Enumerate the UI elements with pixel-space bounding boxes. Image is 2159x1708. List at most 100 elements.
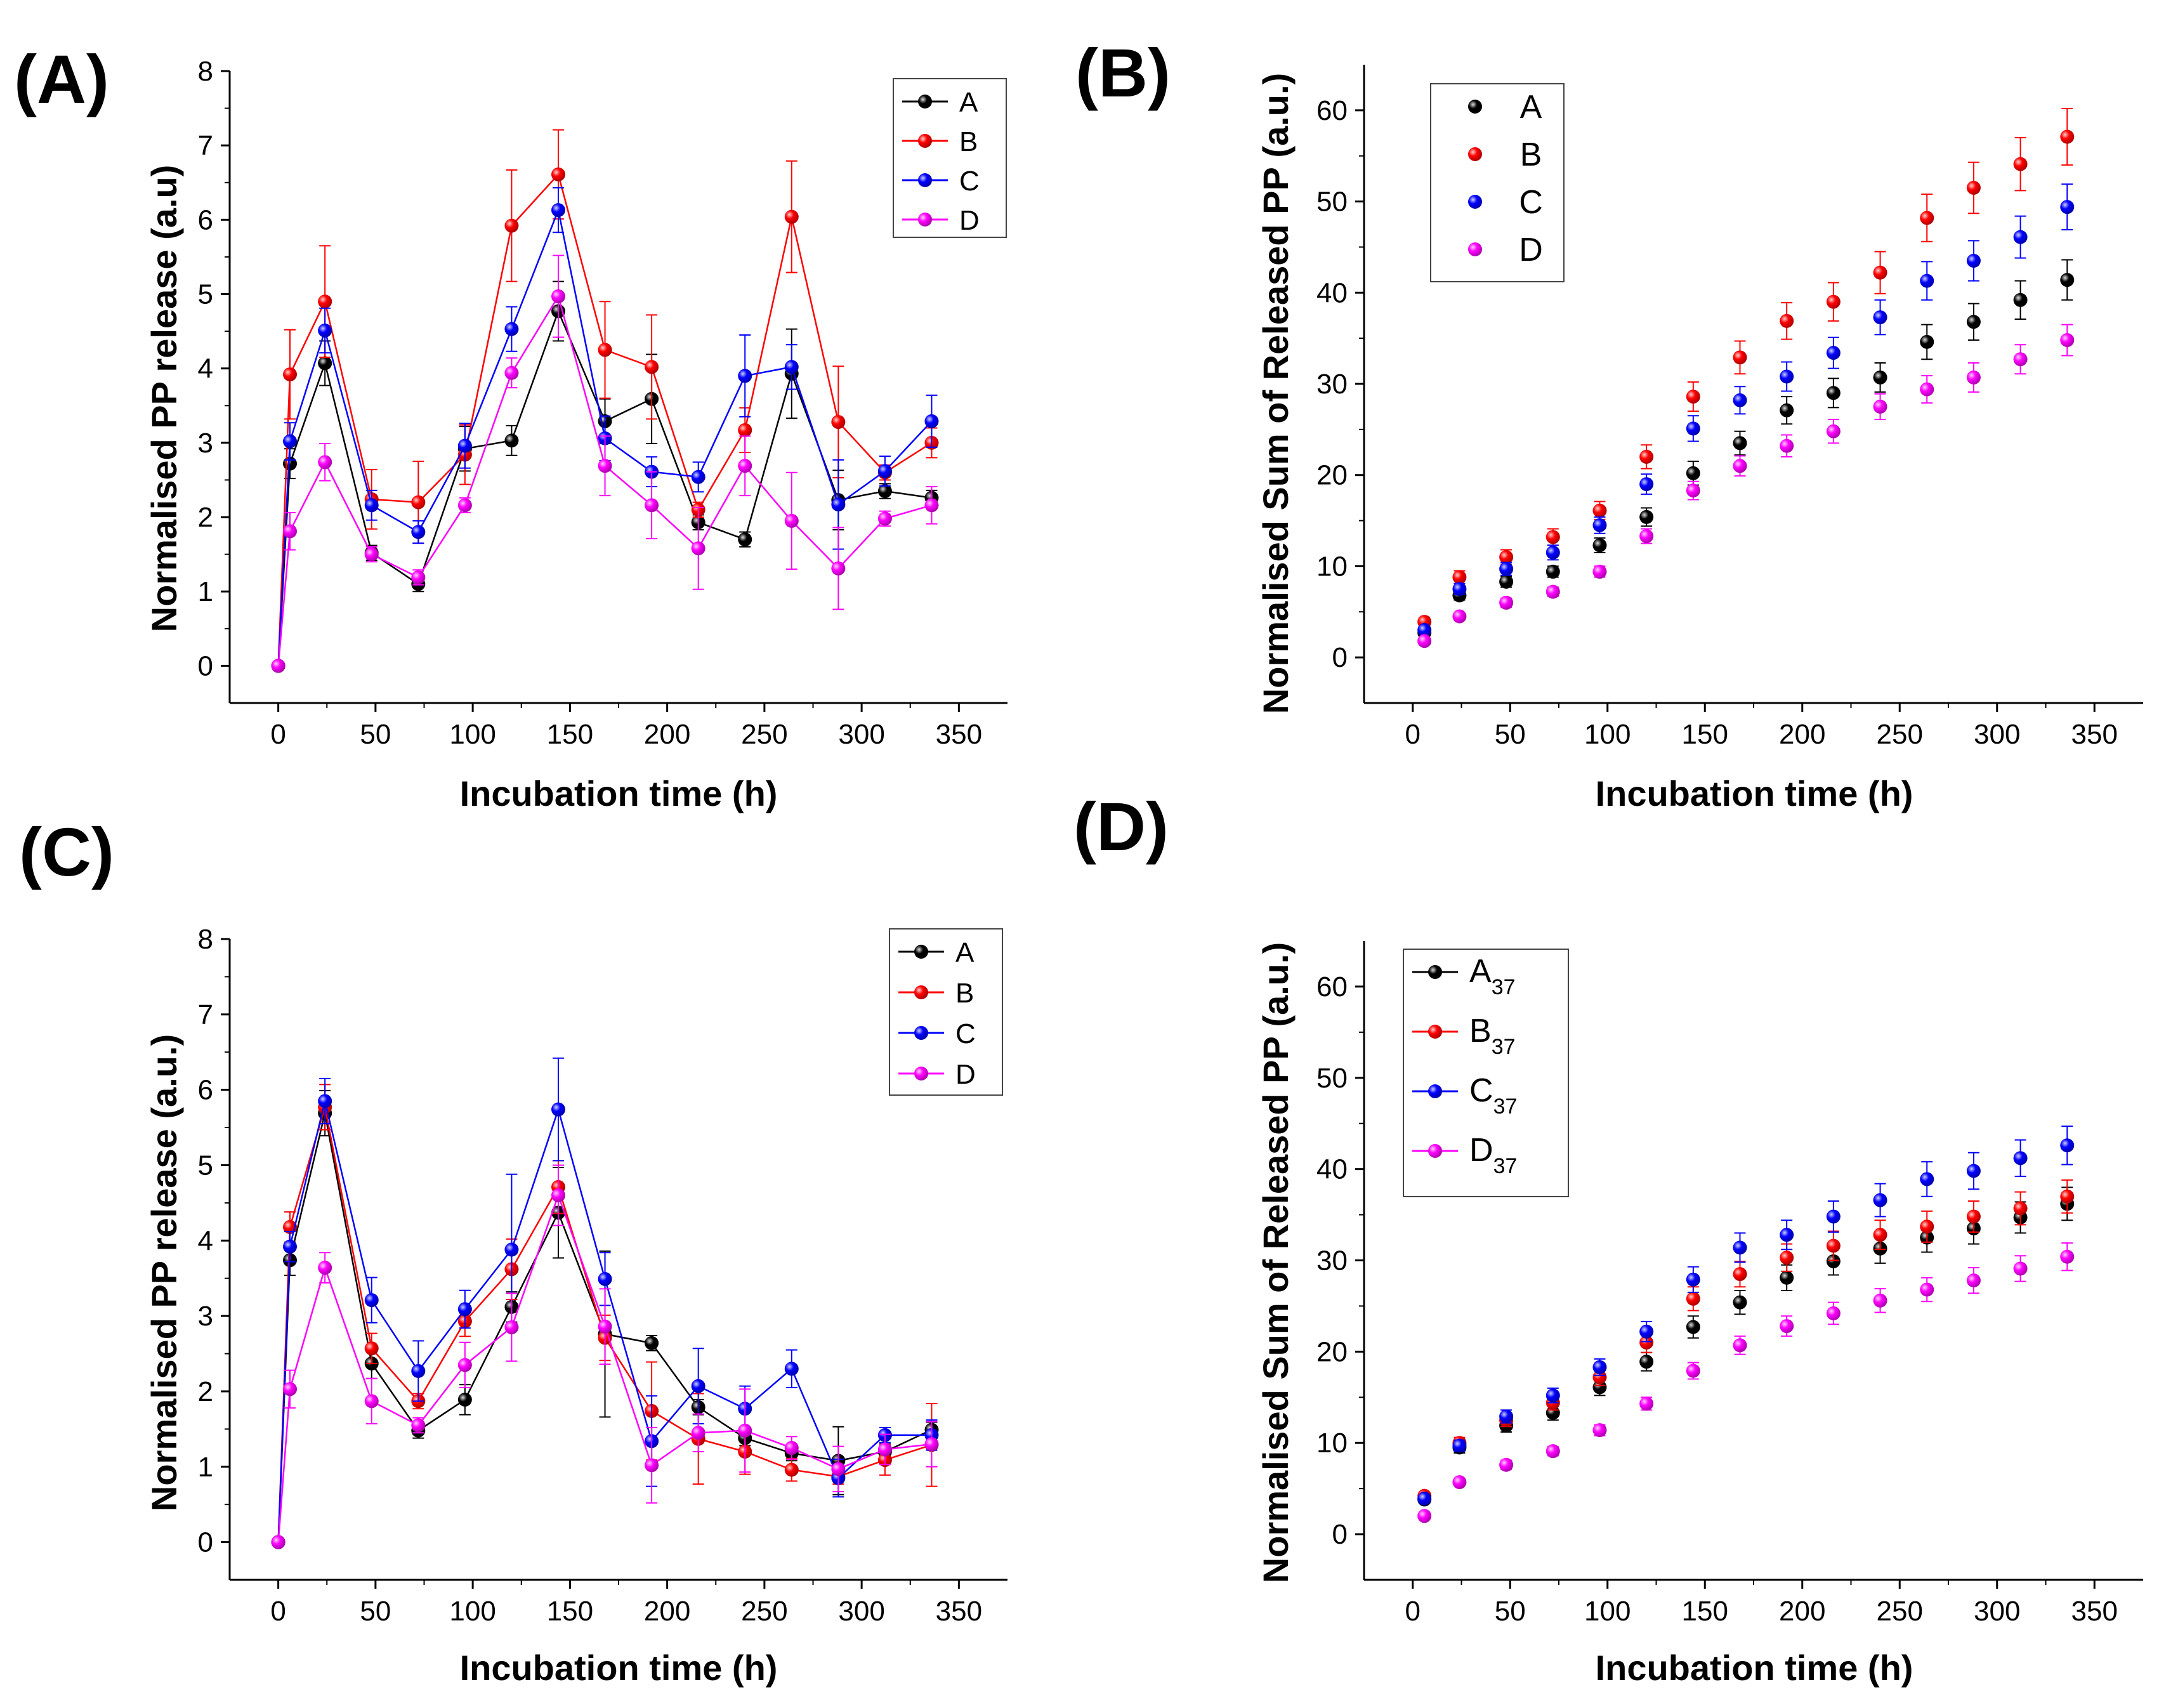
data-point: [1499, 550, 1514, 565]
data-point: [2013, 230, 2028, 244]
legend-item-a: A: [1468, 89, 1542, 126]
data-point: [1733, 1338, 1747, 1353]
data-point: [1966, 181, 1981, 195]
data-point: [645, 498, 659, 513]
data-point: [1826, 1238, 1841, 1253]
data-point: [784, 513, 799, 528]
data-point: [1639, 1335, 1654, 1350]
data-point: [283, 1382, 298, 1396]
data-point: [2013, 1201, 2028, 1216]
data-point: [1826, 424, 1841, 438]
x-tick-label: 100: [1584, 1596, 1631, 1627]
legend-marker: [918, 134, 932, 148]
data-point: [504, 218, 519, 233]
data-point: [1780, 1270, 1794, 1285]
x-axis-title-b: Incubation time (h): [1596, 773, 1913, 813]
x-tick-label: 300: [838, 1596, 884, 1627]
data-point: [1826, 1254, 1841, 1268]
data-point: [1780, 369, 1794, 384]
data-point: [1733, 1295, 1747, 1310]
data-point: [2060, 1189, 2075, 1204]
data-point: [877, 484, 892, 499]
data-point: [1639, 1396, 1654, 1411]
plot-area-a: 0 50 100 150 200 250 300 350 0 1 2 3 4 5 6 7 8: [198, 56, 1007, 750]
data-point: [1592, 1370, 1607, 1384]
data-point: [1499, 562, 1514, 576]
x-tick-label: 0: [1405, 719, 1421, 750]
data-point: [1873, 1228, 1887, 1242]
data-point: [411, 525, 426, 539]
y-tick-label: 4: [198, 353, 213, 384]
series-d: [1417, 324, 2075, 648]
data-point: [551, 289, 565, 304]
y-tick-label: 60: [1316, 971, 1348, 1002]
data-point: [1873, 1193, 1887, 1207]
series-b: [1417, 107, 2075, 629]
x-axis-title-c: Incubation time (h): [460, 1648, 778, 1688]
data-point: [1545, 545, 1560, 560]
data-point: [318, 1094, 332, 1108]
data-point: [1733, 1267, 1747, 1282]
data-point: [364, 1394, 379, 1409]
series-d: [1417, 1242, 2075, 1523]
data-point: [2060, 1138, 2075, 1153]
data-point: [364, 1293, 379, 1308]
y-tick-label: 2: [198, 1376, 213, 1407]
data-point: [1826, 346, 1841, 360]
data-point: [877, 1442, 892, 1457]
data-point: [457, 1393, 472, 1407]
series-d: [271, 254, 939, 673]
data-point: [1780, 403, 1794, 417]
x-tick-label: 350: [936, 1596, 982, 1627]
legend-label: C: [1519, 184, 1543, 221]
legend-item-b: B: [1468, 136, 1542, 173]
data-point: [283, 434, 298, 449]
data-point: [1780, 438, 1794, 453]
data-point: [2060, 129, 2075, 144]
legend-item-a: A: [902, 87, 978, 118]
legend-label: B: [959, 126, 978, 157]
x-tick-label: 50: [1495, 1596, 1526, 1627]
plot-area-d: 0 50 100 150 200 250 300 350 0 10 20 30 40 50 60: [1316, 941, 2143, 1627]
data-point: [457, 1358, 472, 1372]
data-point: [598, 343, 612, 357]
data-point: [411, 570, 426, 584]
data-point: [877, 511, 892, 526]
y-tick-label: 50: [1316, 187, 1348, 218]
data-point: [2060, 273, 2075, 287]
data-point: [784, 1362, 799, 1376]
data-point: [598, 459, 612, 473]
data-point: [283, 1239, 298, 1254]
x-tick-label: 200: [1779, 719, 1825, 750]
data-point: [1452, 582, 1467, 596]
y-tick-label: 6: [198, 1075, 213, 1106]
panel-label-b: (B): [1075, 34, 1171, 111]
legend-marker: [918, 213, 932, 227]
data-point: [1966, 315, 1981, 329]
panel-label-d: (D): [1073, 788, 1169, 865]
data-point: [2013, 157, 2028, 171]
data-point: [1686, 1272, 1700, 1287]
y-tick-label: 20: [1316, 460, 1348, 491]
x-tick-label: 0: [1405, 1596, 1421, 1627]
data-point: [1686, 466, 1700, 480]
data-point: [1873, 399, 1887, 414]
data-point: [1592, 538, 1607, 553]
data-point: [645, 360, 659, 374]
y-tick-label: 40: [1316, 1154, 1348, 1185]
legend-label: B: [955, 978, 974, 1009]
x-tick-label: 350: [2071, 719, 2118, 750]
legend-marker: [914, 1067, 928, 1081]
y-tick-label: 3: [198, 428, 213, 459]
data-point: [645, 1336, 659, 1350]
data-point: [411, 1363, 426, 1378]
data-point: [1873, 265, 1887, 280]
legend-box: [893, 78, 1007, 238]
y-tick-label: 7: [198, 130, 213, 161]
data-point: [318, 356, 332, 371]
x-tick-label: 300: [838, 719, 884, 750]
data-point: [1826, 386, 1841, 400]
data-point: [1920, 382, 1934, 397]
